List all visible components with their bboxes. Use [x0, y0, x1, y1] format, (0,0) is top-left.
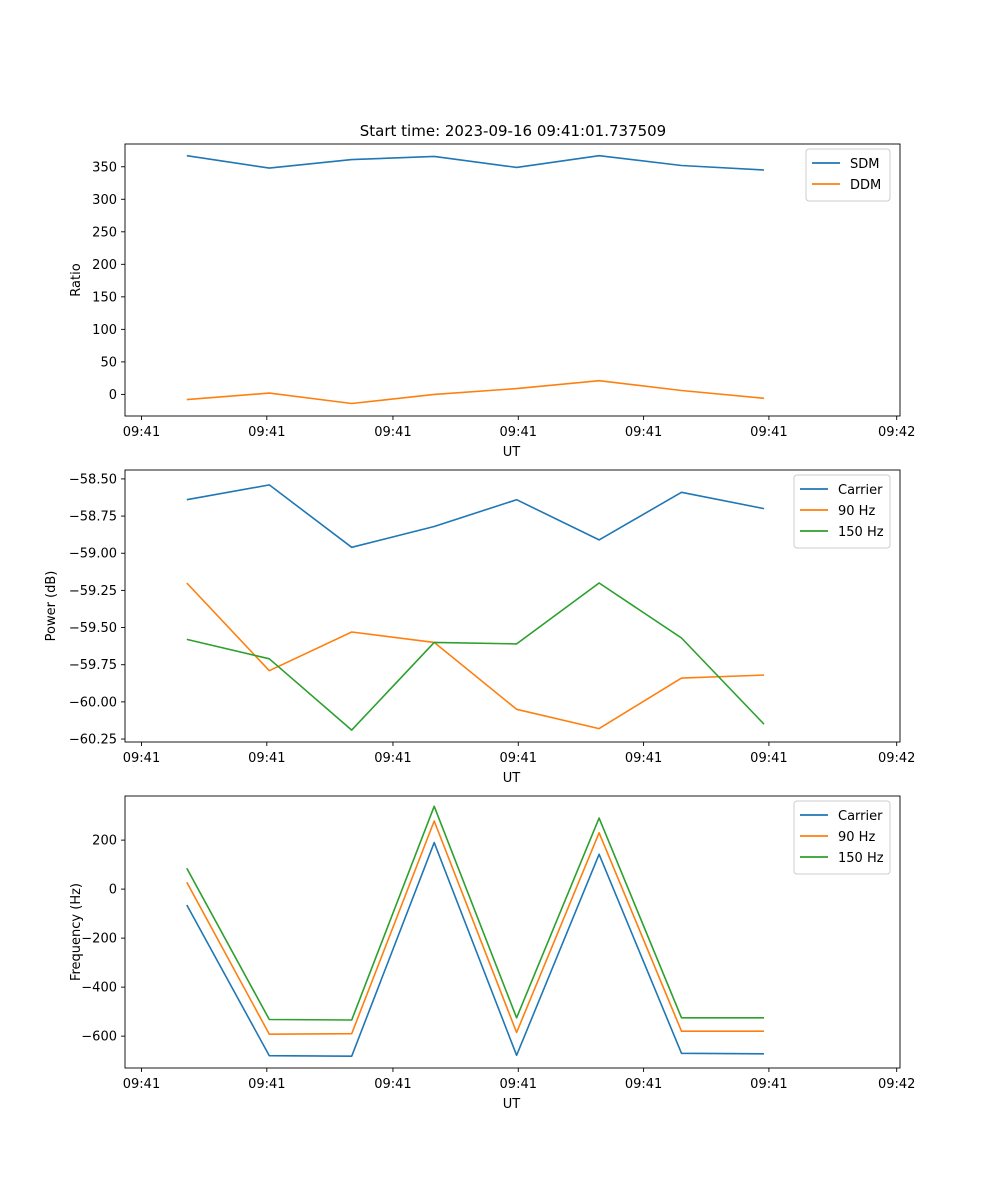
legend-label: 90 Hz [838, 830, 875, 845]
y-axis-label: Frequency (Hz) [69, 883, 84, 981]
y-tick-label: −59.50 [69, 621, 117, 636]
axes-frame [124, 143, 901, 417]
y-tick-label: 350 [92, 160, 117, 175]
y-axis-label: Power (dB) [44, 571, 59, 642]
legend-box [793, 800, 891, 875]
y-tick-label: −60.00 [69, 695, 117, 710]
x-tick-label: 09:41 [374, 425, 411, 440]
x-tick-label: 09:41 [123, 425, 160, 440]
y-tick-label: 250 [92, 225, 117, 240]
legend-label: 150 Hz [838, 525, 884, 540]
series-line-90-hz [186, 820, 764, 1035]
y-tick-label: 150 [92, 290, 117, 305]
series-line-ddm [186, 379, 765, 405]
x-tick-label: 09:41 [500, 425, 537, 440]
x-tick-label: 09:41 [750, 1077, 787, 1092]
y-tick-label: −58.75 [69, 510, 117, 525]
legend-label: 90 Hz [838, 504, 875, 519]
y-tick-label: 0 [109, 388, 117, 403]
y-tick-label: 0 [109, 883, 117, 898]
y-tick-label: 300 [92, 193, 117, 208]
series-line-150-hz [186, 582, 765, 731]
series-line-150-hz [186, 805, 764, 1021]
chart-ratio: 09:41 09:41 09:41 09:41 09:41 09:41 09:42 0 50 10… [69, 143, 915, 460]
y-tick-label: −200 [81, 932, 117, 947]
y-tick-label: 50 [100, 355, 117, 370]
y-tick-label: 200 [92, 258, 117, 273]
legend-box [805, 148, 891, 202]
series-line-carrier [186, 484, 765, 549]
chart-power: 09:41 09:41 09:41 09:41 09:41 09:41 09:42 −58.5… [44, 469, 915, 786]
x-tick-label: 09:41 [500, 751, 537, 766]
legend-label: SDM [850, 157, 879, 172]
x-tick-label: 09:41 [123, 1077, 160, 1092]
y-tick-label: 100 [92, 323, 117, 338]
x-tick-label: 09:41 [625, 1077, 662, 1092]
y-tick-label: 200 [92, 834, 117, 849]
legend-box [793, 474, 891, 549]
legend-label: Carrier [838, 809, 883, 824]
chart-frequency: 09:41 09:41 09:41 09:41 09:41 09:41 09:42 200 0 −… [69, 795, 915, 1112]
x-tick-label: 09:41 [374, 751, 411, 766]
y-axis-label: Ratio [69, 263, 84, 296]
x-axis-label: UT [503, 1097, 521, 1112]
series-line-90-hz [186, 582, 765, 730]
x-tick-label: 09:42 [878, 425, 915, 440]
y-tick-label: −600 [81, 1030, 117, 1045]
legend-label: DDM [850, 178, 881, 193]
figure-title: Start time: 2023-09-16 09:41:01.737509 [360, 122, 666, 140]
y-tick-label: −58.50 [69, 472, 117, 487]
x-tick-label: 09:41 [374, 1077, 411, 1092]
y-tick-label: −400 [81, 981, 117, 996]
x-tick-label: 09:41 [750, 751, 787, 766]
legend-label: Carrier [838, 483, 883, 498]
x-tick-label: 09:42 [878, 1077, 915, 1092]
axes-frame [124, 469, 901, 743]
legend-label: 150 Hz [838, 851, 884, 866]
x-tick-label: 09:41 [123, 751, 160, 766]
x-axis-label: UT [503, 445, 521, 460]
x-tick-label: 09:41 [248, 1077, 285, 1092]
x-tick-label: 09:41 [500, 1077, 537, 1092]
x-tick-label: 09:41 [750, 425, 787, 440]
axes-frame [124, 795, 901, 1069]
x-tick-label: 09:41 [248, 751, 285, 766]
y-tick-label: −59.00 [69, 547, 117, 562]
x-tick-label: 09:41 [625, 425, 662, 440]
x-tick-label: 09:42 [878, 751, 915, 766]
y-tick-label: −59.25 [69, 584, 117, 599]
x-axis-label: UT [503, 771, 521, 786]
y-tick-label: −59.75 [69, 658, 117, 673]
y-tick-label: −60.25 [69, 733, 117, 748]
series-line-sdm [186, 154, 765, 171]
series-line-carrier [186, 841, 765, 1057]
x-tick-label: 09:41 [625, 751, 662, 766]
x-tick-label: 09:41 [248, 425, 285, 440]
